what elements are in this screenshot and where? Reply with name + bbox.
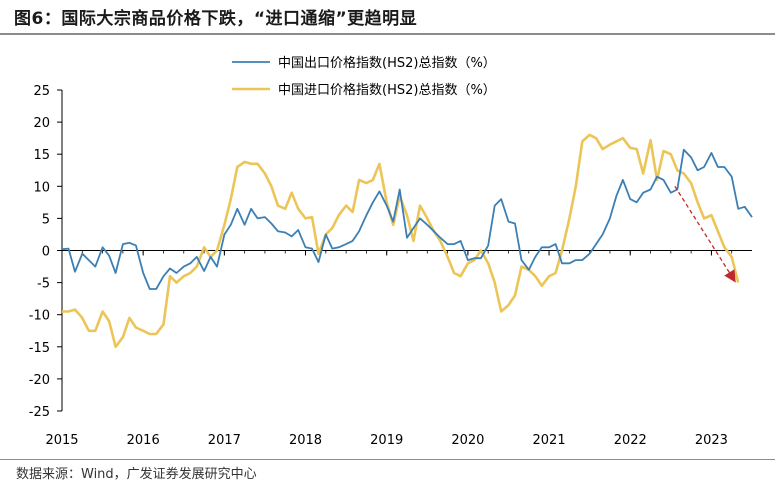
legend: 中国出口价格指数(HS2)总指数（%） 中国进口价格指数(HS2)总指数（%）: [232, 55, 496, 98]
x-tick-label: 2023: [695, 433, 728, 448]
y-tick-label: 25: [33, 84, 50, 99]
legend-export: 中国出口价格指数(HS2)总指数（%）: [232, 55, 496, 71]
y-tick-label: -20: [29, 373, 50, 388]
y-tick-label: -15: [29, 341, 50, 356]
import-price-line: [62, 133, 740, 349]
trend-arrow-line: [674, 185, 731, 275]
trend-arrow-head: [724, 269, 736, 283]
y-tick-label: -25: [29, 405, 50, 420]
legend-export-label: 中国出口价格指数(HS2)总指数（%）: [278, 55, 496, 71]
x-tick-label: 2022: [614, 433, 647, 448]
export-price-line: [61, 148, 753, 290]
y-tick-label: 5: [42, 212, 50, 227]
x-tick-label: 2015: [45, 433, 78, 448]
y-tick-label: 10: [33, 180, 50, 195]
title-divider: [0, 33, 775, 35]
y-tick-label: 15: [33, 148, 50, 163]
footer-divider: [0, 459, 775, 460]
source-note: 数据来源：Wind，广发证券发展研究中心: [16, 467, 257, 482]
x-tick-label: 2017: [208, 433, 241, 448]
y-tick-label: -5: [37, 277, 50, 292]
x-axis: 2015 2016 2017 2018 2019 2020 2021 2022 2023: [45, 250, 752, 448]
y-axis: 25 20 15 10 5 0 -5 -10 -15 -20 -25: [29, 84, 63, 420]
legend-import-label: 中国进口价格指数(HS2)总指数（%）: [278, 82, 496, 98]
x-tick-label: 2016: [127, 433, 160, 448]
y-tick-label: 20: [33, 116, 50, 131]
line-chart: 中国出口价格指数(HS2)总指数（%） 中国进口价格指数(HS2)总指数（%） 2…: [29, 55, 753, 448]
x-tick-label: 2019: [370, 433, 403, 448]
y-tick-label: -10: [29, 309, 50, 324]
y-tick-label: 0: [42, 245, 50, 260]
chart-title: 图6：国际大宗商品价格下跌，“进口通缩”更趋明显: [14, 9, 418, 29]
legend-import: 中国进口价格指数(HS2)总指数（%）: [232, 82, 496, 98]
x-tick-label: 2021: [533, 433, 566, 448]
plot-area: [61, 133, 753, 349]
x-tick-label: 2018: [289, 433, 322, 448]
x-tick-label: 2020: [451, 433, 484, 448]
